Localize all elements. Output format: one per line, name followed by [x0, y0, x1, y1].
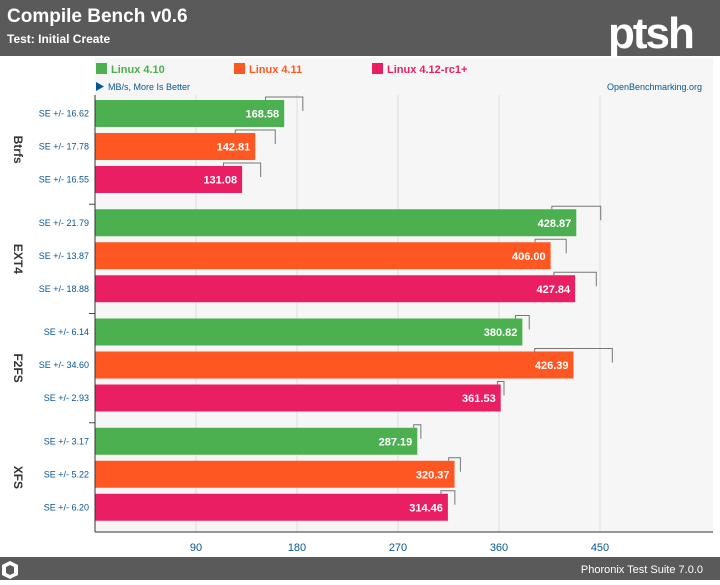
legend-swatch [372, 63, 383, 74]
category-label: XFS [11, 466, 25, 489]
se-label: SE +/- 6.20 [44, 502, 89, 512]
se-label: SE +/- 2.93 [44, 393, 89, 403]
data-label: 320.37 [416, 469, 450, 481]
se-label: SE +/- 16.55 [39, 175, 89, 185]
error-bar [440, 490, 456, 505]
error-bar [234, 129, 276, 144]
legend-swatch [234, 63, 245, 74]
se-label: SE +/- 5.22 [44, 469, 89, 479]
x-tick-label: 360 [490, 542, 508, 554]
legend-label: Linux 4.11 [249, 64, 302, 76]
data-label: 428.87 [538, 218, 572, 230]
data-label: 380.82 [484, 327, 518, 339]
x-tick-label: 270 [389, 542, 407, 554]
data-label: 426.39 [535, 360, 569, 372]
bars-layer: 168.58 142.81 131.08 428.87 406.00 427.84 380.… [95, 96, 613, 521]
chart-title: Compile Bench v0.6 [7, 6, 188, 27]
error-bar [413, 424, 422, 439]
bar [95, 166, 243, 193]
chart-subtitle: Test: Initial Create [7, 32, 110, 46]
se-label: SE +/- 17.78 [39, 142, 89, 152]
error-bar [223, 162, 262, 177]
se-label: SE +/- 16.62 [39, 109, 89, 119]
bar [95, 427, 418, 455]
header-bar [0, 0, 720, 56]
error-bar [448, 457, 461, 472]
data-label: 142.81 [217, 142, 251, 154]
data-label: 406.00 [512, 251, 546, 263]
category-label: F2FS [11, 353, 25, 382]
bar [95, 384, 501, 412]
error-bar [551, 205, 602, 221]
bar [95, 493, 448, 521]
x-tick-label: 90 [190, 542, 202, 554]
se-label: SE +/- 13.87 [39, 251, 89, 261]
units-note: MB/s, More Is Better [108, 82, 190, 92]
bar [95, 351, 574, 379]
axis-layer: 90 180 270 360 450 Btrfs SE +/- 16.62 SE +/- 17… [11, 95, 713, 554]
data-label: 287.19 [379, 436, 413, 448]
bar [95, 275, 576, 303]
legend-label: Linux 4.10 [111, 64, 165, 76]
footer-text: Phoronix Test Suite 7.0.0 [581, 564, 703, 576]
se-label: SE +/- 21.79 [39, 218, 89, 228]
category-label: Btrfs [11, 136, 25, 164]
legend-swatch [96, 63, 107, 74]
legend-label: Linux 4.12-rc1+ [387, 64, 467, 76]
bar [95, 133, 256, 160]
bar [95, 100, 285, 127]
data-label: 168.58 [246, 109, 280, 121]
legend: Linux 4.10 Linux 4.11 Linux 4.12-rc1+ [96, 63, 467, 76]
data-label: 361.53 [462, 393, 496, 405]
se-label: SE +/- 6.14 [44, 327, 89, 337]
source-label: OpenBenchmarking.org [607, 82, 702, 92]
direction-arrow-icon [96, 82, 104, 91]
bar [95, 460, 455, 488]
category-label: EXT4 [11, 244, 25, 274]
footer-bar [0, 557, 720, 580]
bar [95, 318, 523, 346]
error-bar [265, 96, 304, 111]
x-tick-label: 180 [288, 542, 306, 554]
bar [95, 242, 551, 270]
error-bar [534, 348, 613, 363]
pts-footer-icon [2, 561, 18, 579]
bar [95, 209, 577, 237]
error-bar [534, 238, 567, 254]
data-label: 314.46 [409, 502, 443, 514]
pts-logo: ptsh [608, 9, 693, 58]
se-label: SE +/- 3.17 [44, 436, 89, 446]
error-bar [514, 315, 530, 330]
se-label: SE +/- 34.60 [39, 360, 89, 370]
se-label: SE +/- 18.88 [39, 284, 89, 294]
data-label: 131.08 [203, 175, 237, 187]
error-bar [553, 271, 597, 287]
error-bar [496, 381, 505, 396]
data-label: 427.84 [536, 284, 571, 296]
x-tick-label: 450 [591, 542, 609, 554]
